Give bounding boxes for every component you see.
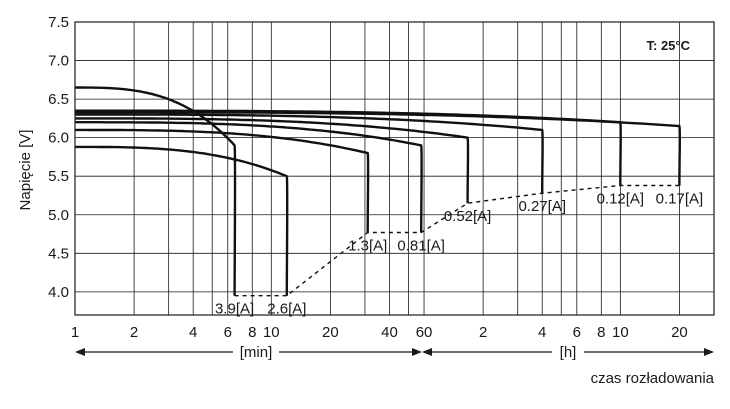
series-label: 0.27[A] xyxy=(518,198,566,215)
end-voltage-dashed-line xyxy=(234,184,680,297)
grid xyxy=(75,22,714,315)
y-tick-label: 7.0 xyxy=(48,53,69,70)
x-tick-label: 40 xyxy=(381,324,398,341)
series-label: 0.12[A] xyxy=(597,190,645,207)
x-tick-label: 6 xyxy=(573,324,581,341)
discharge-curve xyxy=(75,121,423,233)
x-tick-labels: 1 2 4 6 8 10 20 40 60 2 4 6 8 10 20 xyxy=(71,324,688,341)
y-tick-labels: 4.0 4.5 5.0 5.5 6.0 6.5 7.0 7.5 xyxy=(48,14,69,301)
x-tick-label: 20 xyxy=(671,324,688,341)
discharge-curve xyxy=(75,86,237,296)
series-label: 1.3[A] xyxy=(348,237,387,254)
x-tick-label: 8 xyxy=(597,324,605,341)
y-tick-label: 7.5 xyxy=(48,14,69,31)
discharge-curve xyxy=(75,128,370,233)
y-tick-label: 5.0 xyxy=(48,207,69,224)
hour-range-arrow: [h] xyxy=(422,343,714,361)
y-tick-label: 6.5 xyxy=(48,91,69,108)
x-tick-label: 2 xyxy=(130,324,138,341)
series-labels: 3.9[A] 2.6[A] 1.3[A] 0.81[A] 0.52[A] 0.27[A] 0… xyxy=(215,190,703,317)
x-tick-label: 6 xyxy=(224,324,232,341)
series-label: 3.9[A] xyxy=(215,301,254,318)
x-tick-label: 10 xyxy=(612,324,629,341)
end-of-discharge-line xyxy=(234,184,680,297)
x-tick-label: 8 xyxy=(248,324,256,341)
y-axis-label: Napięcie [V] xyxy=(17,130,34,211)
y-tick-label: 4.5 xyxy=(48,245,69,262)
discharge-curve xyxy=(75,117,470,204)
y-tick-label: 5.5 xyxy=(48,168,69,185)
y-tick-label: 6.0 xyxy=(48,130,69,147)
x-tick-label: 2 xyxy=(479,324,487,341)
x-tick-label: 20 xyxy=(322,324,339,341)
x-tick-label: 4 xyxy=(538,324,546,341)
hour-unit-label: [h] xyxy=(560,344,577,361)
discharge-curves xyxy=(75,86,682,296)
series-label: 0.17[A] xyxy=(656,190,704,207)
x-tick-label: 60 xyxy=(416,324,433,341)
x-tick-label: 1 xyxy=(71,324,79,341)
discharge-curve xyxy=(75,145,289,296)
series-label: 0.81[A] xyxy=(397,237,445,254)
plot-frame xyxy=(74,21,715,316)
discharge-curve xyxy=(75,113,544,194)
min-range-arrow: [min] xyxy=(75,343,422,361)
x-axis-label: czas rozładowania xyxy=(591,370,715,387)
x-tick-label: 10 xyxy=(263,324,280,341)
x-tick-label: 4 xyxy=(189,324,197,341)
discharge-curve xyxy=(75,111,682,186)
min-unit-label: [min] xyxy=(240,344,273,361)
series-label: 2.6[A] xyxy=(267,301,306,318)
y-tick-label: 4.0 xyxy=(48,284,69,301)
series-label: 0.52[A] xyxy=(444,208,492,225)
temperature-annotation: T: 25°C xyxy=(647,38,691,53)
